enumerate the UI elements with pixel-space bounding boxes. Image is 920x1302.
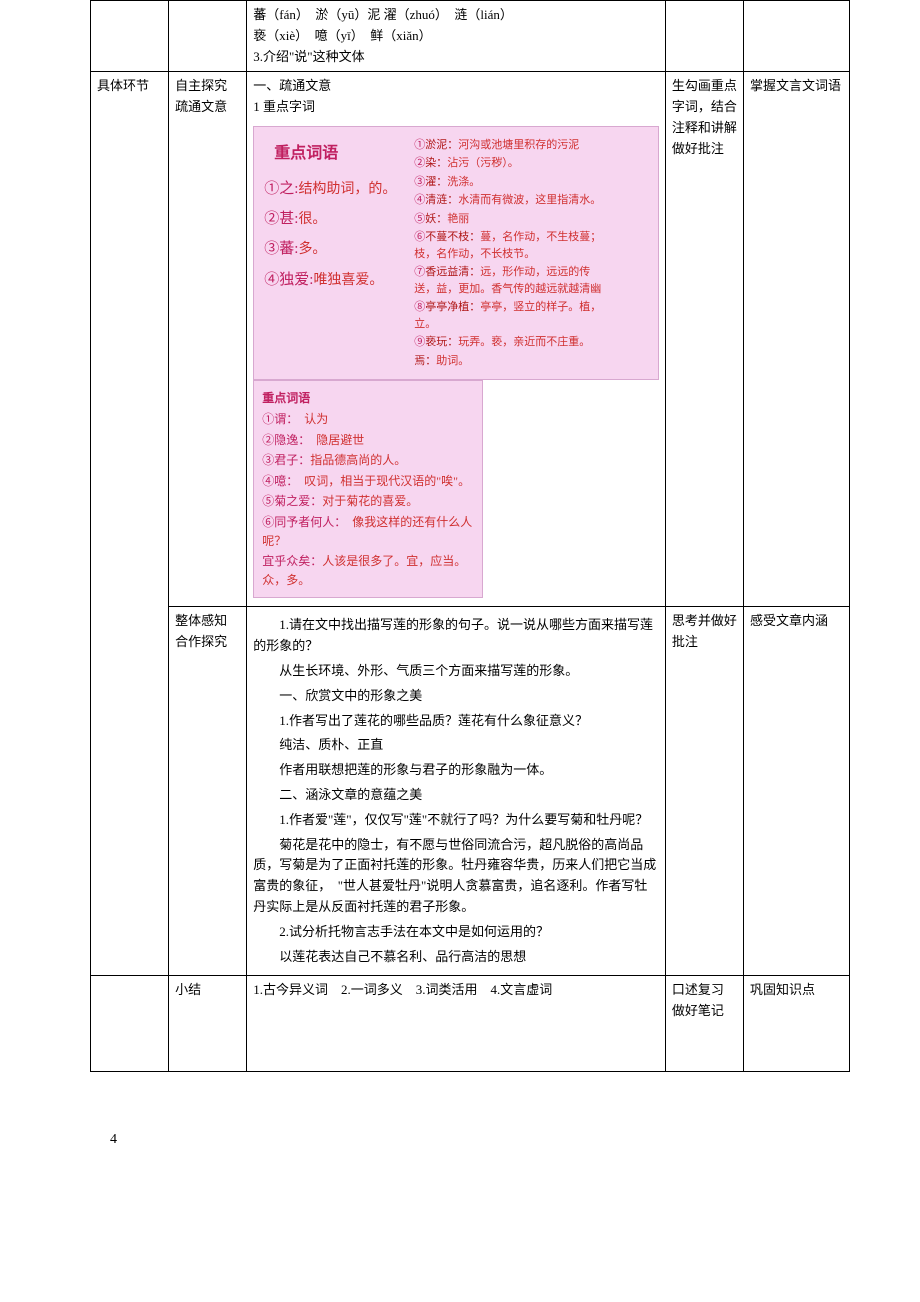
analysis-line: 1.作者爱"莲"，仅仅写"莲"不就行了吗？为什么要写菊和牡丹呢？ [253,810,659,831]
stage-label: 具体环节 [91,72,169,976]
vocab-num: ① [264,181,279,197]
vocab-word: 蕃: [279,241,298,257]
pinyin-line-1: 蕃（fán） 淤（yū）泥 濯（zhuó） 涟（lián） [253,5,659,26]
analysis-line: 从生长环境、外形、气质三个方面来描写莲的形象。 [253,661,659,682]
goal-label: 掌握文言文词语 [743,72,849,607]
vocab-def: 很。 [298,212,326,227]
vocab-ritem: ⑤妖：艳丽 [414,211,604,228]
student-action: 生勾画重点字词，结合注释和讲解做好批注 [665,72,743,607]
vocab-def: 唯独喜爱。 [313,273,383,288]
analysis-line: 菊花是花中的隐士，有不愿与世俗同流合污，超凡脱俗的高尚品质，写菊是为了正面衬托莲… [253,835,659,918]
vocab-ritem: ①淤泥：河沟或池塘里积存的污泥 [414,137,604,154]
analysis-line: 一、欣赏文中的形象之美 [253,686,659,707]
table-row: 蕃（fán） 淤（yū）泥 濯（zhuó） 涟（lián） 亵（xiè） 噫（y… [91,1,850,72]
page-number: 4 [110,1132,920,1148]
table-row: 具体环节 自主探究 疏通文意 一、疏通文意 1 重点字词 重点词语 ①之:结构助… [91,72,850,607]
goal-label: 巩固知识点 [743,976,849,1072]
summary-cell: 1.古今异义词 2.一词多义 3.词类活用 4.文言虚词 [247,976,666,1072]
student-action: 口述复习 做好笔记 [665,976,743,1072]
vocab-item: ③蕃:多。 [264,237,414,261]
vocab-num: ④ [264,272,279,288]
goal-label: 感受文章内涵 [743,607,849,976]
vocab-item: ①之:结构助词，的。 [264,177,414,201]
vocab-word: 独爱: [279,272,313,288]
pinyin-cell: 蕃（fán） 淤（yū）泥 濯（zhuó） 涟（lián） 亵（xiè） 噫（y… [247,1,666,72]
vocab-ritem: ⑦香远益清：远，形作动，远远的传送，益，更加。香气传的越远就越清幽 [414,264,604,297]
activity-label: 自主探究 疏通文意 [169,72,247,607]
table-row: 小结 1.古今异义词 2.一词多义 3.词类活用 4.文言虚词 口述复习 做好笔… [91,976,850,1072]
vocab-cell: 一、疏通文意 1 重点字词 重点词语 ①之:结构助词，的。 ②甚:很。 [247,72,666,607]
vocab-title: 重点词语 [274,141,414,167]
pinyin-line-2: 亵（xiè） 噫（yī） 鲜（xiǎn） [253,26,659,47]
vocab-image-1: 重点词语 ①之:结构助词，的。 ②甚:很。 ③蕃:多。 ④独爱 [253,126,659,598]
cell-empty [665,1,743,72]
vocab-word: 甚: [279,211,298,227]
analysis-line: 2.试分析托物言志手法在本文中是如何运用的？ [253,922,659,943]
cell-empty [169,1,247,72]
vocab-word: 之: [279,181,298,197]
analysis-line: 以莲花表达自己不慕名利、品行高洁的思想 [253,947,659,968]
vocab2-line: ②隐逸： 隐居避世 [262,431,474,450]
vocab-right-col: ①淤泥：河沟或池塘里积存的污泥 ②染：沾污（污秽）。 ③濯：洗涤。 ④清涟：水清… [414,135,604,372]
page-root: 蕃（fán） 淤（yū）泥 濯（zhuó） 涟（lián） 亵（xiè） 噫（y… [0,0,920,1148]
analysis-line: 纯洁、质朴、正直 [253,735,659,756]
cell-empty [91,1,169,72]
vocab-item: ④独爱:唯独喜爱。 [264,268,414,292]
vocab-box-main: 重点词语 ①之:结构助词，的。 ②甚:很。 ③蕃:多。 ④独爱 [253,126,659,381]
vocab-ritem: ②染：沾污（污秽）。 [414,155,604,172]
vocab-ritem: ③濯：洗涤。 [414,174,604,191]
analysis-cell: 1.请在文中找出描写莲的形象的句子。说一说从哪些方面来描写莲的形象的？ 从生长环… [247,607,666,976]
vocab2-line: ⑤菊之爱：对于菊花的喜爱。 [262,492,474,511]
table-row: 整体感知 合作探究 1.请在文中找出描写莲的形象的句子。说一说从哪些方面来描写莲… [91,607,850,976]
vocab2-line: ①谓： 认为 [262,410,474,429]
analysis-line: 作者用联想把莲的形象与君子的形象融为一体。 [253,760,659,781]
vocab-ritem: ⑧亭亭净植：亭亭，竖立的样子。植，立。 [414,299,604,332]
cell-empty [743,1,849,72]
activity-label: 整体感知 合作探究 [169,607,247,976]
vocab-ritem: ⑥不蔓不枝：蔓，名作动，不生枝蔓；枝，名作动，不长枝节。 [414,229,604,262]
summary-text: 1.古今异义词 2.一词多义 3.词类活用 4.文言虚词 [253,982,552,997]
vocab2-line: ③君子：指品德高尚的人。 [262,451,474,470]
vocab2-line: ④噫： 叹词，相当于现代汉语的"唉"。 [262,472,474,491]
section-heading: 一、疏通文意 [253,76,659,97]
student-action: 思考并做好批注 [665,607,743,976]
activity-label: 小结 [169,976,247,1072]
intro-shuo: 3.介绍"说"这种文体 [253,47,659,68]
analysis-line: 二、涵泳文章的意蕴之美 [253,785,659,806]
vocab-num: ② [264,211,279,227]
analysis-line: 1.请在文中找出描写莲的形象的句子。说一说从哪些方面来描写莲的形象的？ [253,615,659,657]
vocab-left-col: 重点词语 ①之:结构助词，的。 ②甚:很。 ③蕃:多。 ④独爱 [264,135,414,372]
vocab-def: 结构助词，的。 [298,182,396,197]
analysis-line: 1.作者写出了莲花的哪些品质？莲花有什么象征意义？ [253,711,659,732]
lesson-table: 蕃（fán） 淤（yū）泥 濯（zhuó） 涟（lián） 亵（xiè） 噫（y… [90,0,850,1072]
vocab-ritem: ④清涟：水清而有微波，这里指清水。 [414,192,604,209]
vocab-item: ②甚:很。 [264,207,414,231]
vocab-box-secondary: 重点词语 ①谓： 认为 ②隐逸： 隐居避世 ③君子：指品德高尚的人。 ④噫： 叹… [253,380,483,598]
vocab2-line: ⑥同予者何人： 像我这样的还有什么人呢？ [262,513,474,550]
vocab-def: 多。 [298,242,326,257]
vocab-ritem: ⑨亵玩：玩弄。亵，亲近而不庄重。 [414,334,604,351]
section-sub: 1 重点字词 [253,97,659,118]
vocab2-line: 宜乎众矣：人该是很多了。宜，应当。众，多。 [262,552,474,589]
vocab2-title: 重点词语 [262,389,474,408]
vocab-num: ③ [264,241,279,257]
cell-empty [91,976,169,1072]
vocab-ritem: 焉：助词。 [414,353,604,370]
